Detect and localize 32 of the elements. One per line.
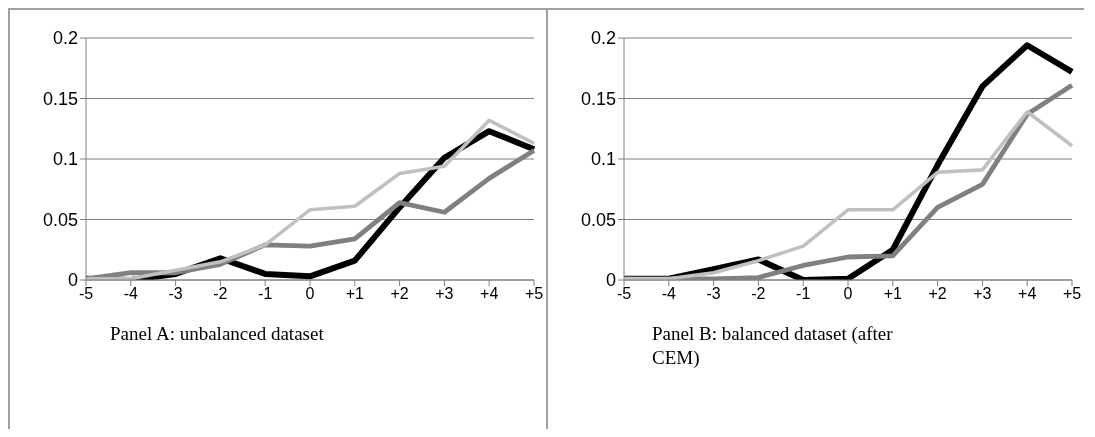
y-tick-label: 0.15 bbox=[42, 88, 78, 109]
x-tick-label: +1 bbox=[883, 285, 903, 303]
x-tick-label: +1 bbox=[345, 285, 365, 303]
x-tick-label: -1 bbox=[258, 285, 273, 303]
y-tick-label: 0.05 bbox=[42, 209, 78, 230]
x-tick-label: -1 bbox=[796, 285, 811, 303]
x-tick-label: +2 bbox=[390, 285, 409, 303]
x-tick-label: +5 bbox=[524, 285, 544, 303]
text: Panel A: unbalanced dataset bbox=[110, 322, 325, 346]
x-tick-label: -4 bbox=[661, 285, 677, 303]
y-tick-label: 0.05 bbox=[580, 209, 616, 230]
x-tick-label: +5 bbox=[1062, 285, 1082, 303]
x-tick-label: -3 bbox=[168, 285, 183, 303]
x-tick-label: +4 bbox=[1018, 285, 1037, 303]
x-tick-label: -2 bbox=[213, 285, 228, 303]
x-tick-label: 0 bbox=[305, 285, 315, 303]
y-tick-label: 0.2 bbox=[52, 28, 78, 49]
y-tick-label: 0.1 bbox=[590, 149, 616, 170]
x-tick-label: 0 bbox=[843, 285, 853, 303]
y-tick-label: 0.2 bbox=[590, 28, 616, 49]
x-tick-label: -3 bbox=[706, 285, 721, 303]
x-tick-label: -4 bbox=[123, 285, 139, 303]
x-tick-label: +4 bbox=[480, 285, 499, 303]
y-tick-label: 0.1 bbox=[52, 149, 78, 170]
x-tick-label: -2 bbox=[751, 285, 766, 303]
y-tick-label: 0.15 bbox=[580, 88, 616, 109]
x-tick-label: +3 bbox=[973, 285, 992, 303]
x-tick-label: +2 bbox=[928, 285, 947, 303]
x-tick-label: -5 bbox=[78, 285, 94, 303]
x-tick-label: +3 bbox=[435, 285, 454, 303]
x-tick-label: -5 bbox=[616, 285, 632, 303]
text: Panel B: balanced dataset (after CEM) bbox=[652, 322, 894, 370]
